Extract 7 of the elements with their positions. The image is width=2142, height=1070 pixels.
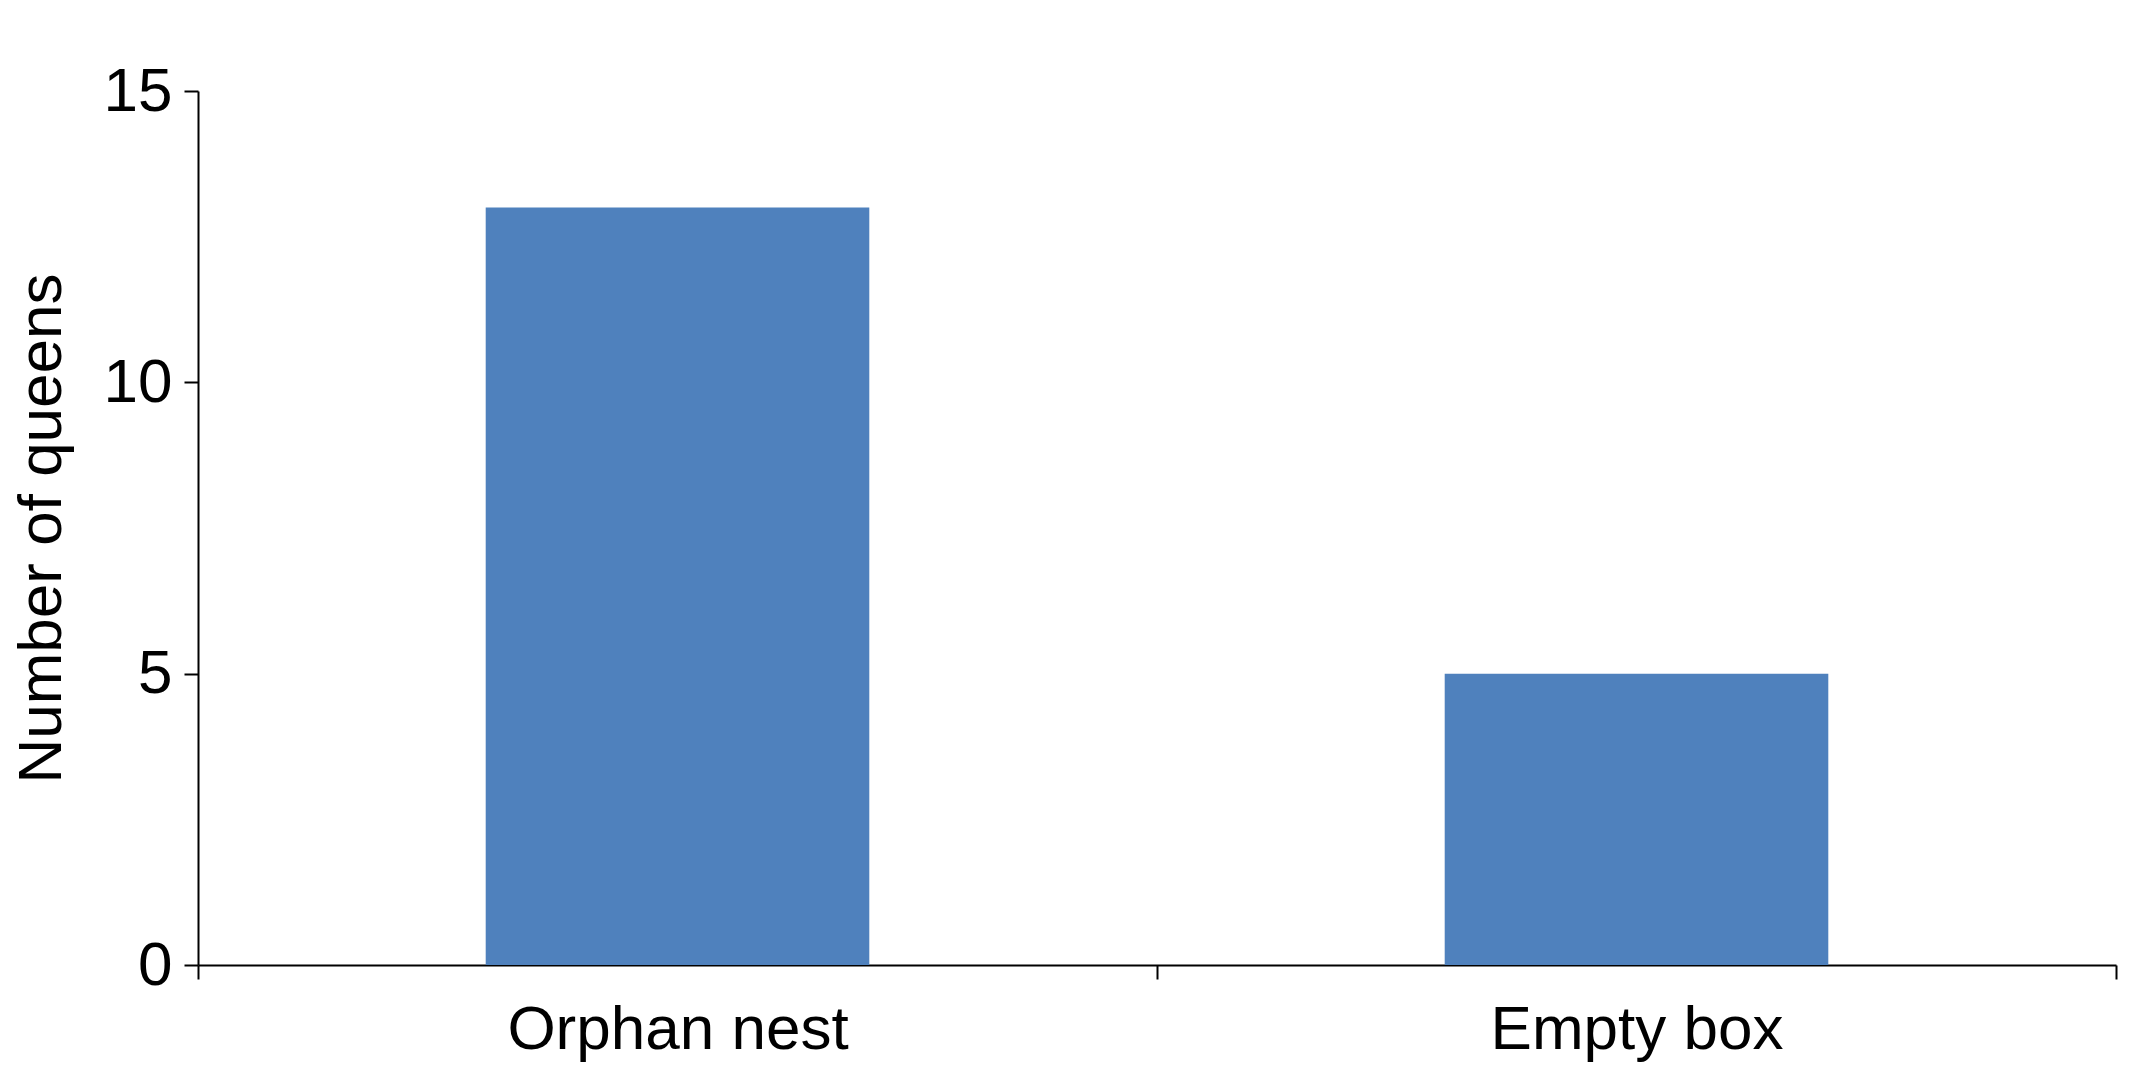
y-tick-label: 0 <box>138 928 173 998</box>
x-tick-label: Empty box <box>1490 992 1784 1062</box>
y-tick-label: 10 <box>103 345 173 415</box>
y-tick-label: 5 <box>138 637 173 707</box>
y-tick-label: 15 <box>103 54 173 124</box>
x-tick-label: Orphan nest <box>507 992 849 1062</box>
y-axis-title: Number of queens <box>4 273 74 784</box>
